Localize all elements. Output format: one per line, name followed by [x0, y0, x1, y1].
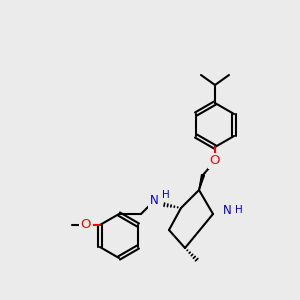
Text: O: O — [210, 154, 220, 167]
Polygon shape — [199, 175, 204, 190]
Text: N: N — [223, 203, 231, 217]
Text: O: O — [81, 218, 91, 232]
Text: H: H — [235, 205, 243, 215]
Text: H: H — [162, 190, 170, 200]
Text: N: N — [150, 194, 158, 208]
